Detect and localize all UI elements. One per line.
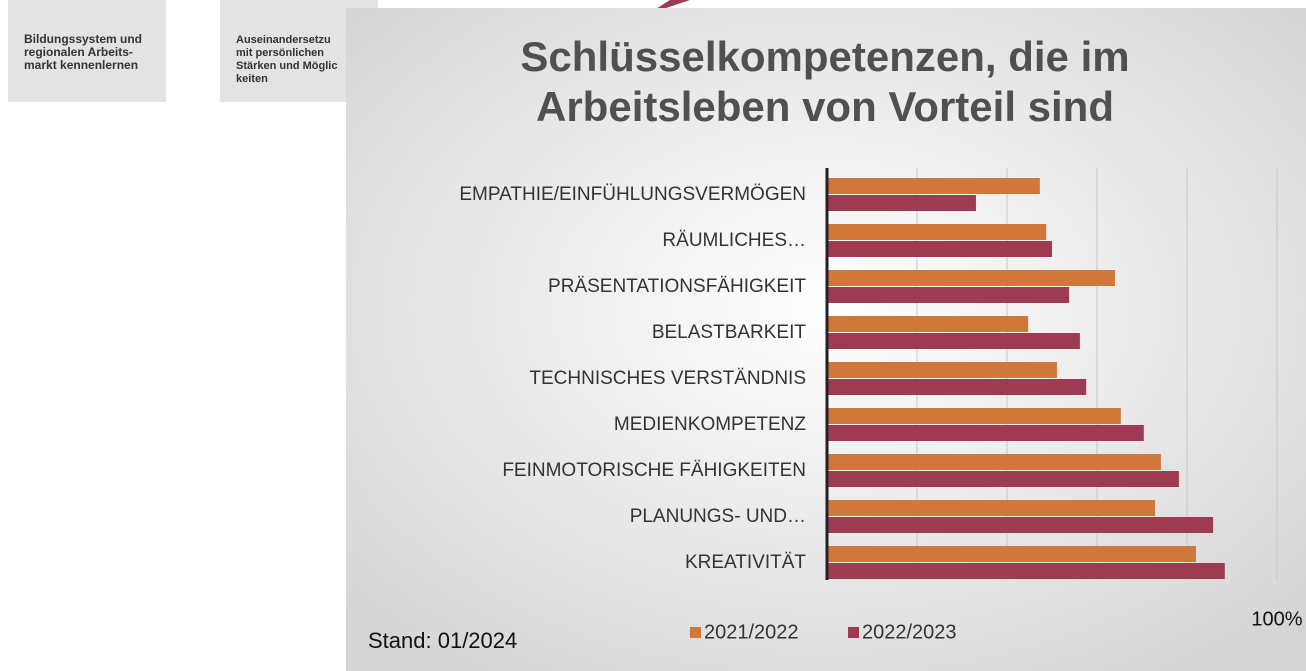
legend-label: 2021/2022 xyxy=(704,621,799,643)
tile xyxy=(8,0,166,102)
tile-text: mit persönlichen xyxy=(236,47,324,59)
tile-text: regionalen Arbeits- xyxy=(24,45,133,59)
bar xyxy=(827,333,1080,349)
legend-swatch xyxy=(690,627,701,638)
y-tick-label: PLANUNGS- UND… xyxy=(630,506,806,527)
bar xyxy=(827,316,1029,332)
bar xyxy=(827,471,1179,487)
x-tick-label: 100% xyxy=(1251,608,1302,630)
bar xyxy=(827,241,1052,257)
y-tick-label: TECHNISCHES VERSTÄNDNIS xyxy=(529,368,806,389)
tile-text: keiten xyxy=(236,73,268,85)
bar xyxy=(827,195,976,211)
bar xyxy=(827,224,1047,240)
bar xyxy=(827,408,1121,424)
tile-text: Bildungssystem und xyxy=(24,32,142,46)
bar xyxy=(827,425,1144,441)
y-tick-label: EMPATHIE/EINFÜHLUNGSVERMÖGEN xyxy=(459,184,806,205)
chart-title: Arbeitsleben von Vorteil sind xyxy=(536,83,1114,130)
bar xyxy=(827,270,1115,286)
tile-text: markt kennenlernen xyxy=(24,58,138,72)
footnote: Stand: 01/2024 xyxy=(368,628,517,653)
y-tick-label: MEDIENKOMPETENZ xyxy=(614,414,807,435)
chart-title: Schlüsselkompetenzen, die im xyxy=(520,33,1129,80)
y-tick-label: FEINMOTORISCHE FÄHIGKEITEN xyxy=(502,460,806,481)
bar xyxy=(827,454,1161,470)
y-tick-label: RÄUMLICHES… xyxy=(662,230,806,251)
legend-label: 2022/2023 xyxy=(862,621,957,643)
bar xyxy=(827,517,1214,533)
y-tick-label: PRÄSENTATIONSFÄHIGKEIT xyxy=(548,276,806,297)
bar xyxy=(827,500,1156,516)
bar xyxy=(827,362,1057,378)
legend-swatch xyxy=(848,627,859,638)
y-tick-label: BELASTBARKEIT xyxy=(652,322,807,343)
bar xyxy=(827,287,1070,303)
bar xyxy=(827,379,1087,395)
y-tick-label: KREATIVITÄT xyxy=(685,552,806,573)
bar xyxy=(827,546,1196,562)
bar xyxy=(827,563,1225,579)
tile-text: Auseinandersetzu xyxy=(236,34,331,46)
bar xyxy=(827,178,1040,194)
tile-text: Stärken und Möglic xyxy=(236,60,337,72)
